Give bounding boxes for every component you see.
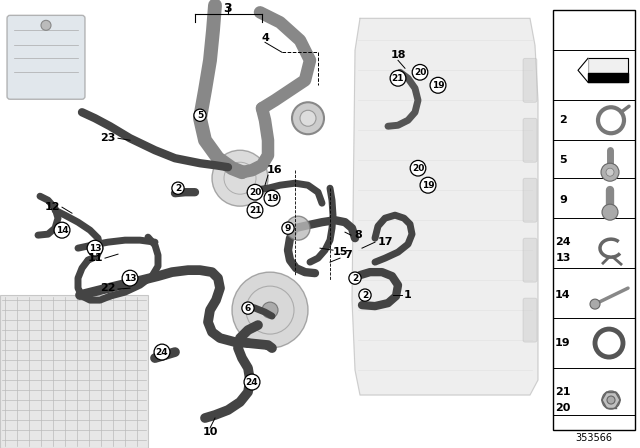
Text: 19: 19 (422, 181, 435, 190)
Text: 24: 24 (246, 378, 259, 387)
Text: 13: 13 (124, 274, 136, 283)
Text: 2: 2 (352, 274, 358, 283)
FancyBboxPatch shape (7, 15, 85, 99)
Text: 10: 10 (202, 427, 218, 437)
FancyBboxPatch shape (523, 58, 537, 102)
Text: 24: 24 (555, 237, 571, 247)
Text: 21: 21 (392, 74, 404, 83)
Text: 353566: 353566 (575, 433, 612, 443)
Circle shape (607, 396, 615, 404)
Text: 21: 21 (249, 206, 261, 215)
Circle shape (300, 110, 316, 126)
Text: 15: 15 (332, 247, 348, 257)
Circle shape (602, 336, 616, 350)
Polygon shape (352, 18, 538, 395)
Text: 19: 19 (432, 81, 444, 90)
Text: 20: 20 (414, 68, 426, 77)
Text: 12: 12 (44, 202, 60, 212)
FancyBboxPatch shape (523, 178, 537, 222)
Text: 5: 5 (559, 155, 567, 165)
Text: 20: 20 (556, 403, 571, 413)
Text: 3: 3 (224, 2, 232, 15)
Text: 23: 23 (100, 133, 116, 143)
FancyBboxPatch shape (523, 238, 537, 282)
Text: 19: 19 (266, 194, 278, 202)
FancyBboxPatch shape (0, 295, 148, 448)
Text: 9: 9 (285, 224, 291, 233)
Circle shape (602, 204, 618, 220)
Text: 1: 1 (404, 290, 412, 300)
Circle shape (606, 168, 614, 176)
Circle shape (601, 163, 619, 181)
Circle shape (286, 216, 310, 240)
Text: 14: 14 (555, 290, 571, 300)
Text: 20: 20 (249, 188, 261, 197)
FancyBboxPatch shape (523, 118, 537, 162)
Circle shape (262, 302, 278, 318)
Text: 22: 22 (100, 283, 116, 293)
Text: 21: 21 (556, 387, 571, 397)
Text: 2: 2 (175, 184, 181, 193)
Text: 7: 7 (344, 250, 352, 260)
Text: 9: 9 (559, 195, 567, 205)
Text: 13: 13 (89, 244, 101, 253)
Circle shape (232, 272, 308, 348)
Circle shape (41, 20, 51, 30)
Text: 18: 18 (390, 50, 406, 60)
Text: 13: 13 (556, 253, 571, 263)
Text: 4: 4 (261, 33, 269, 43)
Circle shape (212, 150, 268, 206)
Text: 6: 6 (245, 304, 251, 313)
Text: 14: 14 (56, 226, 68, 235)
Polygon shape (588, 73, 628, 82)
FancyBboxPatch shape (523, 298, 537, 342)
Text: 24: 24 (156, 348, 168, 357)
Circle shape (590, 299, 600, 309)
Circle shape (602, 391, 620, 409)
Polygon shape (588, 58, 628, 82)
Circle shape (292, 102, 324, 134)
Text: 2: 2 (362, 291, 368, 300)
Text: 19: 19 (555, 338, 571, 348)
Text: 5: 5 (197, 111, 203, 120)
Text: 8: 8 (354, 230, 362, 240)
Circle shape (246, 286, 294, 334)
Circle shape (595, 329, 623, 357)
Text: 17: 17 (377, 237, 393, 247)
Polygon shape (578, 58, 588, 82)
FancyBboxPatch shape (553, 10, 635, 430)
Text: 2: 2 (559, 115, 567, 125)
Text: 16: 16 (267, 165, 283, 175)
Text: 20: 20 (412, 164, 424, 173)
Circle shape (224, 162, 256, 194)
Text: 11: 11 (87, 253, 103, 263)
